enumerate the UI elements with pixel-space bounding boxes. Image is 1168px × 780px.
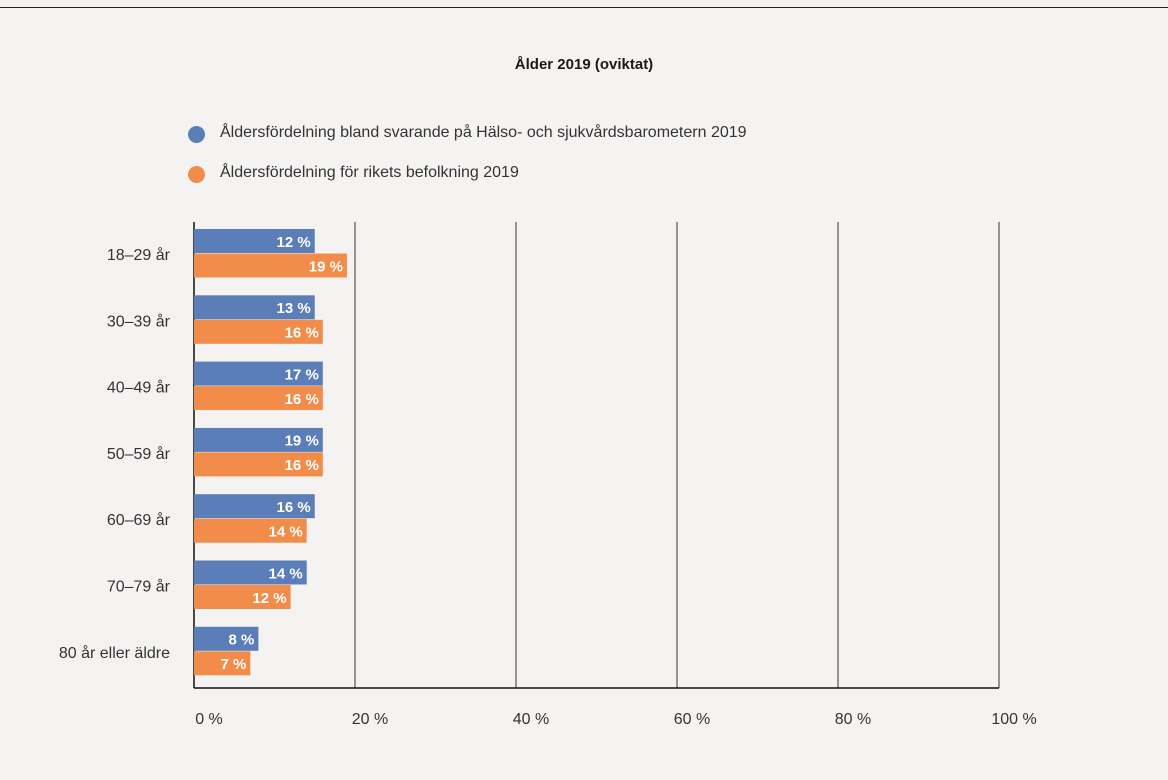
category-label: 30–39 år bbox=[107, 312, 171, 330]
data-label: 16 % bbox=[277, 499, 311, 516]
category-label: 18–29 år bbox=[107, 246, 171, 264]
x-tick-label: 100 % bbox=[991, 711, 1036, 728]
chart-title: Ålder 2019 (oviktat) bbox=[514, 56, 654, 73]
bar-population bbox=[194, 651, 251, 676]
bar-respondents bbox=[194, 427, 323, 452]
data-label: 8 % bbox=[229, 632, 255, 649]
data-label: 12 % bbox=[252, 590, 286, 607]
bar-respondents bbox=[194, 560, 307, 585]
bar-population bbox=[194, 319, 323, 344]
x-tick-label: 60 % bbox=[674, 711, 710, 728]
legend-label-population: Åldersfördelning för rikets befolkning 2… bbox=[220, 164, 519, 181]
legend-label-respondents: Åldersfördelning bland svarande på Hälso… bbox=[220, 124, 747, 141]
bar-population bbox=[194, 452, 323, 477]
bar-population bbox=[194, 518, 307, 543]
bar-population bbox=[194, 253, 347, 278]
legend-dot-respondents bbox=[188, 126, 205, 143]
bar-respondents bbox=[194, 626, 259, 651]
bar-population bbox=[194, 386, 323, 411]
top-rule bbox=[0, 7, 1168, 8]
category-label: 50–59 år bbox=[107, 445, 171, 463]
x-tick-label: 20 % bbox=[352, 711, 388, 728]
data-label: 19 % bbox=[309, 258, 343, 275]
x-tick-label: 0 % bbox=[195, 711, 223, 728]
data-label: 7 % bbox=[220, 656, 246, 673]
x-tick-label: 80 % bbox=[835, 711, 871, 728]
category-label: 70–79 år bbox=[107, 578, 171, 596]
legend-dot-population bbox=[188, 166, 205, 183]
bar-respondents bbox=[194, 295, 315, 320]
data-label: 16 % bbox=[285, 391, 319, 408]
category-label: 60–69 år bbox=[107, 511, 171, 529]
bar-respondents bbox=[194, 494, 315, 519]
category-label: 80 år eller äldre bbox=[59, 644, 170, 662]
data-label: 14 % bbox=[268, 523, 302, 540]
data-label: 12 % bbox=[277, 234, 311, 251]
data-label: 14 % bbox=[268, 565, 302, 582]
data-label: 13 % bbox=[277, 300, 311, 317]
category-label: 40–49 år bbox=[107, 379, 171, 397]
data-label: 16 % bbox=[285, 325, 319, 342]
bar-respondents bbox=[194, 361, 323, 386]
bar-respondents bbox=[194, 229, 315, 253]
bar-population bbox=[194, 585, 291, 609]
data-label: 17 % bbox=[285, 366, 319, 383]
data-label: 16 % bbox=[285, 457, 319, 474]
x-tick-label: 40 % bbox=[513, 711, 549, 728]
data-label: 19 % bbox=[285, 433, 319, 450]
